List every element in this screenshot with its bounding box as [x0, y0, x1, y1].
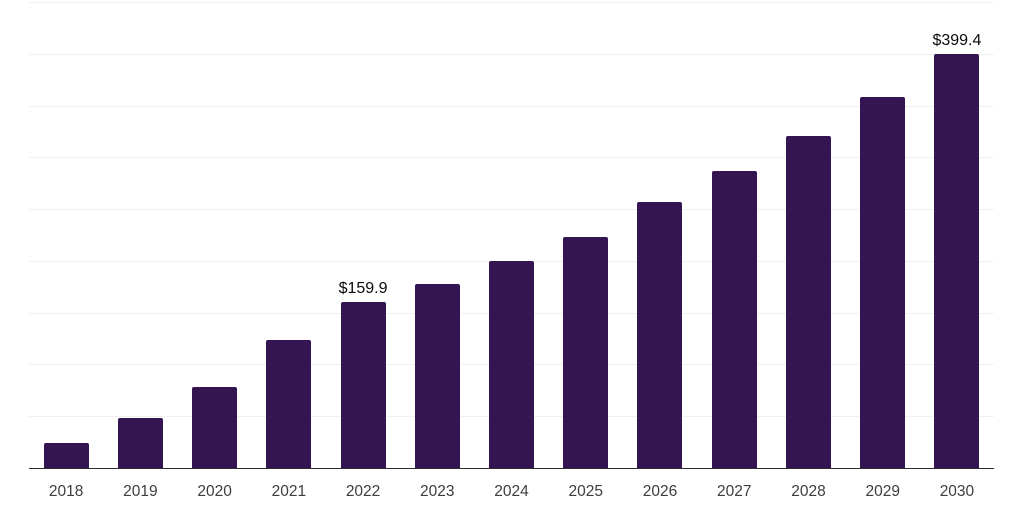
bar-2028 [785, 136, 831, 468]
bar-2026 [637, 202, 683, 468]
bar-group-2026 [623, 2, 697, 468]
bar-group-2020 [177, 2, 251, 468]
x-axis: 2018 2019 2020 2021 2022 2023 2024 2025 2026 2027… [29, 483, 994, 503]
x-tick-label-2027: 2027 [716, 483, 752, 500]
bar-2027 [711, 171, 757, 468]
bar-group-2023 [400, 2, 474, 468]
x-tick-label-2025: 2025 [568, 483, 603, 500]
bar-2023 [414, 284, 460, 468]
value-label-2030: $399.4 [932, 32, 982, 50]
value-label-2022: $159.9 [338, 280, 388, 298]
bar-group-2018 [29, 2, 103, 468]
x-tick-label-2021: 2021 [271, 483, 307, 500]
bar-group-2025 [549, 2, 623, 468]
x-tick-label-2030: 2030 [939, 483, 975, 500]
x-tick-label-2026: 2026 [642, 483, 678, 500]
bar-group-2028 [771, 2, 845, 468]
bar-2020 [192, 387, 238, 468]
bar-2018 [43, 442, 89, 468]
bar-2021 [266, 340, 312, 468]
x-tick-label-2019: 2019 [123, 483, 158, 500]
bar-2029 [860, 96, 906, 468]
bar-2025 [563, 237, 609, 468]
bar-2019 [117, 417, 163, 468]
bar-group-2029 [846, 2, 920, 468]
x-tick-label-2028: 2028 [791, 483, 826, 500]
bar-group-2022: $159.9 [326, 2, 400, 468]
x-tick-label-2020: 2020 [197, 483, 232, 500]
x-tick-label-2023: 2023 [420, 483, 455, 500]
bar-2022 [340, 302, 386, 468]
x-tick-label-2018: 2018 [48, 483, 84, 500]
bar-2030 [934, 54, 980, 468]
bar-group-2030: $399.4 [920, 2, 994, 468]
bar-group-2021 [252, 2, 326, 468]
x-tick-label-2029: 2029 [865, 483, 900, 500]
bar-group-2019 [103, 2, 177, 468]
bar-2024 [489, 260, 535, 468]
bar-group-2024 [474, 2, 548, 468]
plot-area: $159.9 $399.4 [29, 2, 994, 469]
x-tick-label-2024: 2024 [494, 483, 529, 500]
x-tick-label-2022: 2022 [345, 483, 381, 500]
bar-group-2027 [697, 2, 771, 468]
